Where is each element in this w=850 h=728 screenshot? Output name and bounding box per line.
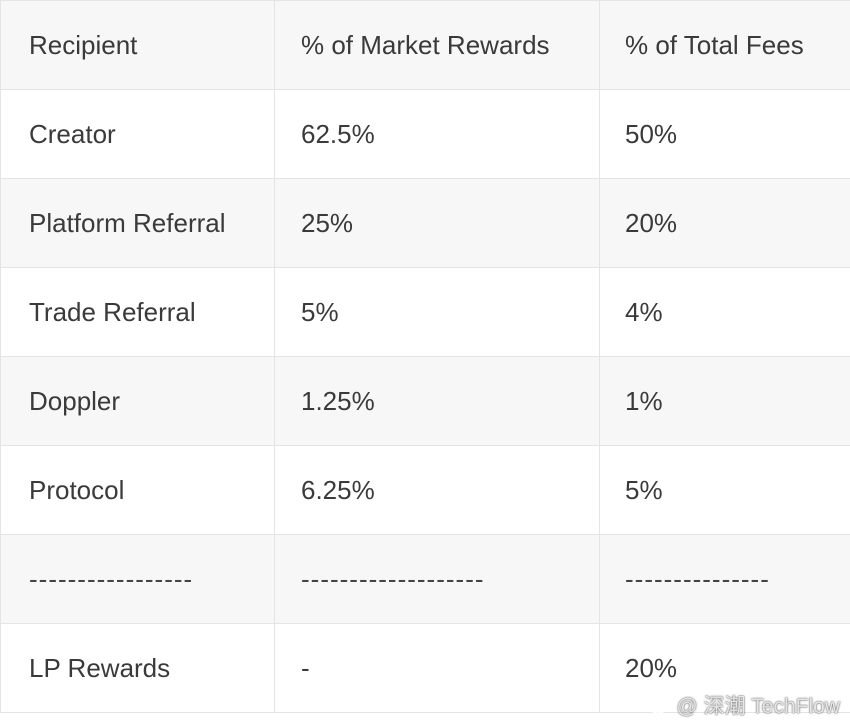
column-header-recipient: Recipient — [0, 0, 275, 90]
cell-recipient: LP Rewards — [0, 623, 275, 713]
cell-market-rewards: 62.5% — [274, 89, 600, 179]
cell-total-fees: 5% — [599, 445, 850, 535]
cell-recipient: Protocol — [0, 445, 275, 535]
cell-market-rewards: 6.25% — [274, 445, 600, 535]
cell-recipient: Platform Referral — [0, 178, 275, 268]
cell-market-rewards: 25% — [274, 178, 600, 268]
cell-total-fees: 1% — [599, 356, 850, 446]
cell-total-fees: 20% — [599, 178, 850, 268]
separator-cell: --------------- — [599, 534, 850, 624]
table-row: Doppler 1.25% 1% — [0, 356, 850, 446]
cell-total-fees: 20% — [599, 623, 850, 713]
cell-recipient: Trade Referral — [0, 267, 275, 357]
table-row: Trade Referral 5% 4% — [0, 267, 850, 357]
cell-recipient: Doppler — [0, 356, 275, 446]
watermark: @ 深潮 TechFlow — [648, 690, 840, 720]
fee-distribution-table: Recipient % of Market Rewards % of Total… — [0, 0, 850, 713]
cell-market-rewards: 1.25% — [274, 356, 600, 446]
table-row: LP Rewards - 20% — [0, 623, 850, 713]
cell-total-fees: 50% — [599, 89, 850, 179]
table-row: Protocol 6.25% 5% — [0, 445, 850, 535]
cell-recipient: Creator — [0, 89, 275, 179]
weibo-logo-icon — [648, 694, 670, 716]
watermark-text: @ 深潮 TechFlow — [676, 695, 840, 718]
separator-row: ----------------- ------------------- --… — [0, 534, 850, 624]
column-header-total-fees: % of Total Fees — [599, 0, 850, 90]
table-header-row: Recipient % of Market Rewards % of Total… — [0, 0, 850, 90]
cell-market-rewards: - — [274, 623, 600, 713]
cell-total-fees: 4% — [599, 267, 850, 357]
table-row: Platform Referral 25% 20% — [0, 178, 850, 268]
column-header-market-rewards: % of Market Rewards — [274, 0, 600, 90]
separator-cell: ------------------- — [274, 534, 600, 624]
cell-market-rewards: 5% — [274, 267, 600, 357]
separator-cell: ----------------- — [0, 534, 275, 624]
table-row: Creator 62.5% 50% — [0, 89, 850, 179]
